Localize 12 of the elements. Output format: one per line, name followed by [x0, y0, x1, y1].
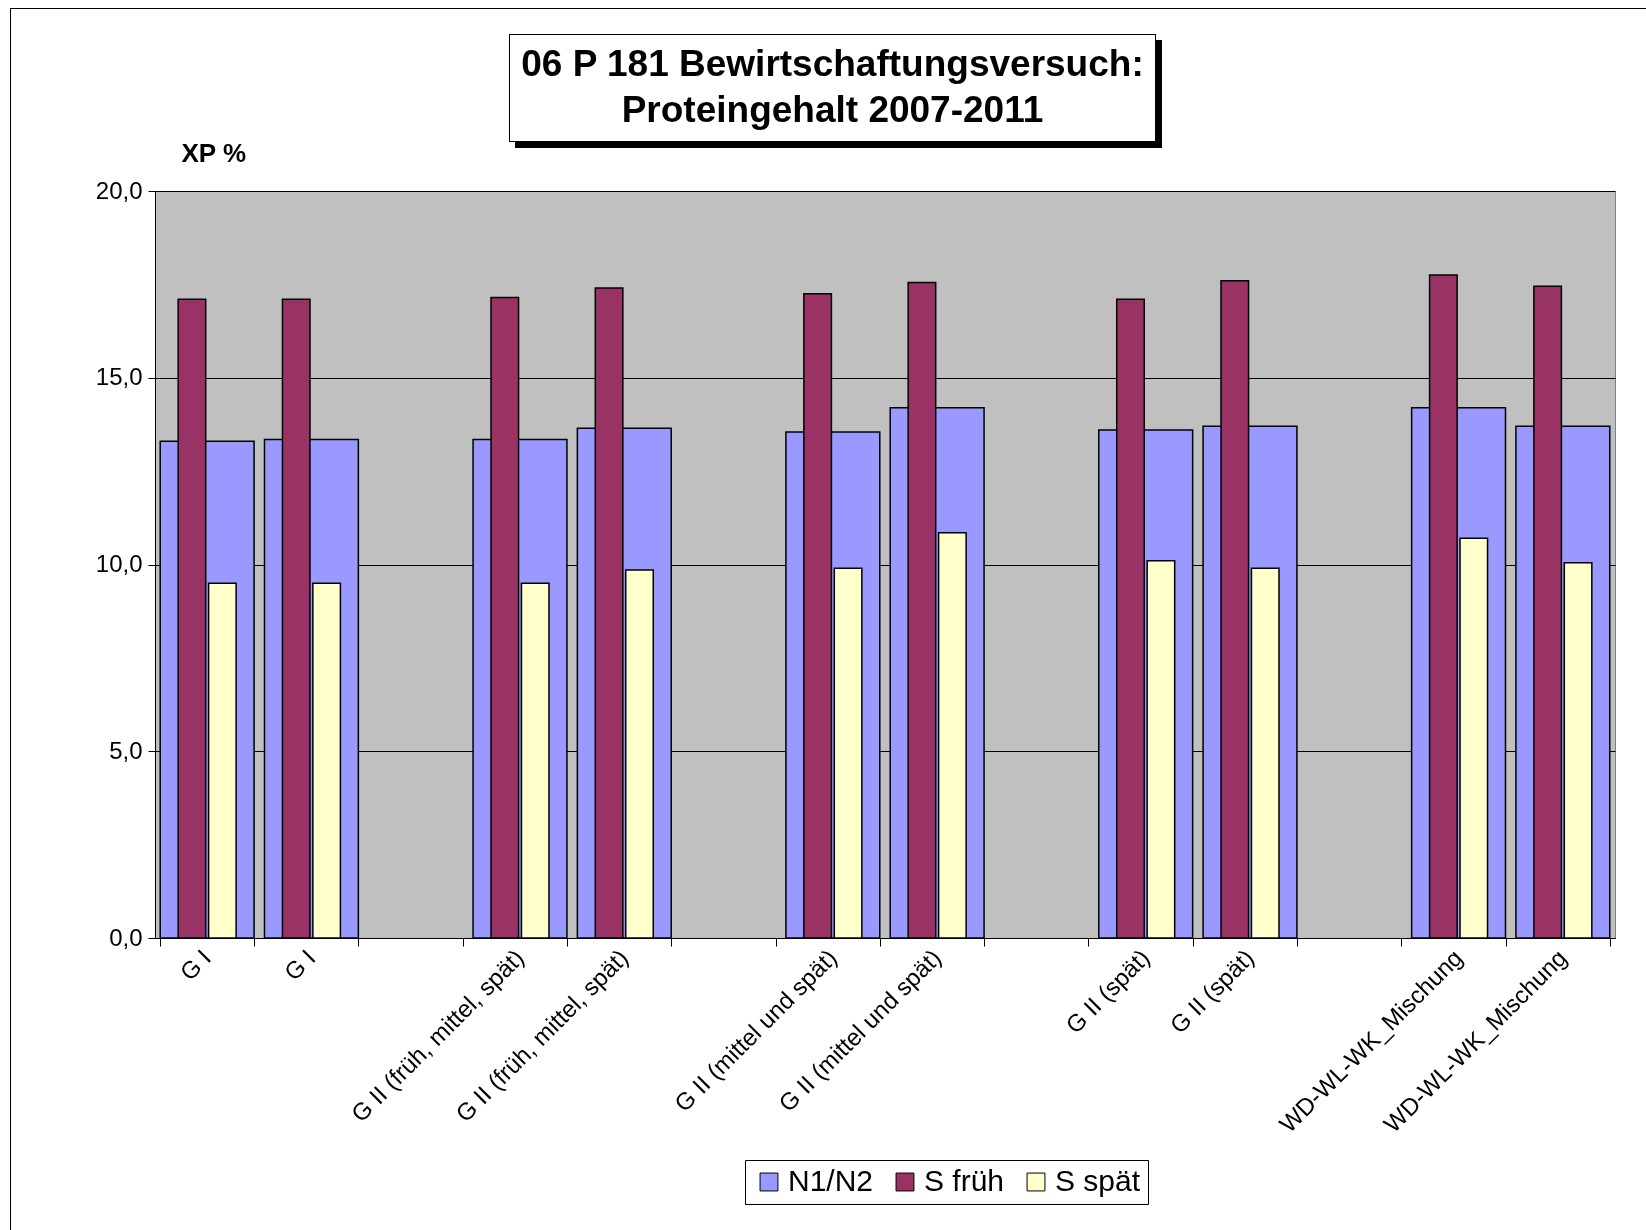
legend-label: S früh — [924, 1164, 1005, 1197]
y-tick-label: 0,0 — [109, 923, 143, 951]
x-tick-label: G I — [174, 943, 217, 986]
y-tick-label: 10,0 — [95, 550, 143, 577]
y-tick-label: 15,0 — [95, 363, 143, 391]
legend-label: N1/N2 — [788, 1164, 874, 1197]
y-tick-label: 5,0 — [109, 736, 143, 764]
x-tick-label: G I — [278, 943, 321, 986]
y-tick-label: 20,0 — [95, 176, 143, 204]
legend-label: S spät — [1055, 1164, 1141, 1197]
chart-title: 06 P 181 Bewirtschaftungsversuch: Proteingehalt 2007-2011 — [509, 34, 1156, 142]
y-axis-title: XP % — [181, 137, 247, 168]
